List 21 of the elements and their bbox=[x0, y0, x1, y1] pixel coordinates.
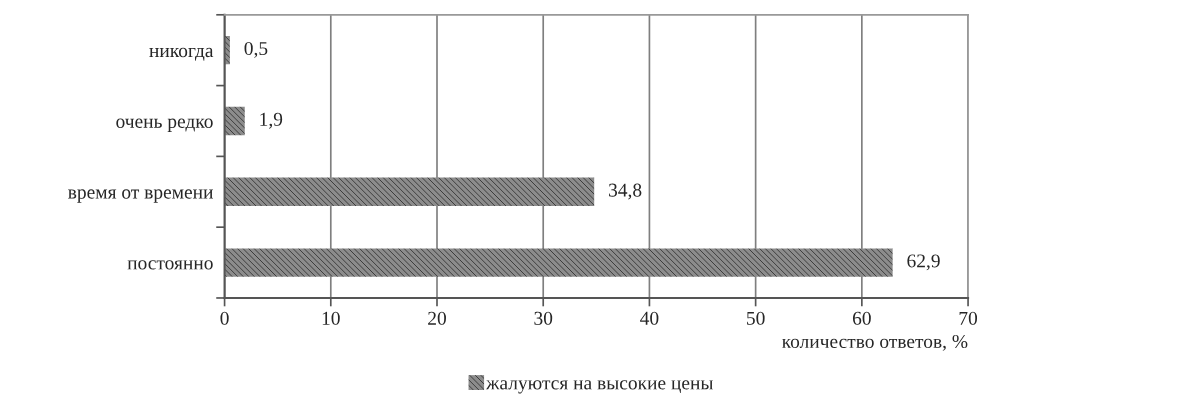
data-label: 0,5 bbox=[244, 41, 268, 58]
data-label: 1,9 bbox=[260, 112, 283, 129]
x-tick-label: 50 bbox=[747, 311, 765, 325]
bar bbox=[224, 106, 245, 136]
x-tick-label: 70 bbox=[959, 311, 978, 325]
x-tick-label: 10 bbox=[322, 311, 340, 325]
x-tick-label: 60 bbox=[852, 311, 871, 325]
x-axis-title: количество ответов, % bbox=[782, 334, 968, 351]
y-tick-label: очень редко bbox=[116, 118, 213, 132]
y-tick-label: никогда bbox=[149, 47, 214, 61]
data-label: 34,8 bbox=[609, 183, 642, 200]
data-label: 62,9 bbox=[907, 254, 940, 271]
bar bbox=[224, 248, 893, 277]
x-tick-label: 20 bbox=[428, 311, 446, 325]
y-tick-label: постоянно bbox=[127, 260, 213, 270]
legend-label: жалуются на высокие цены bbox=[485, 380, 714, 394]
bar bbox=[224, 177, 595, 206]
x-tick-label: 0 bbox=[220, 311, 229, 325]
x-tick-label: 30 bbox=[534, 311, 553, 325]
y-tick-label: время от времени bbox=[68, 189, 214, 203]
x-tick-label: 40 bbox=[640, 311, 659, 325]
